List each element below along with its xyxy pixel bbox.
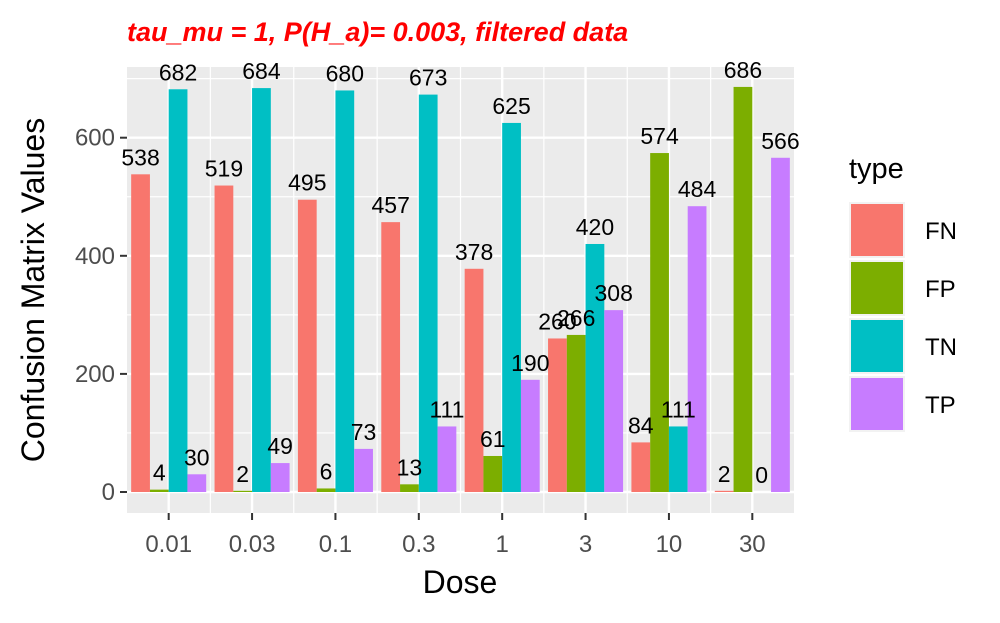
- bar-TP-0.03: [270, 463, 290, 492]
- legend-swatch-TN: [851, 320, 903, 372]
- legend-swatch-FN: [851, 204, 903, 256]
- data-label: 420: [576, 214, 614, 240]
- bar-FN-0.03: [214, 185, 234, 492]
- legend-label-TP: TP: [925, 392, 956, 419]
- legend-label-FP: FP: [925, 276, 956, 303]
- data-label: 519: [205, 156, 243, 182]
- data-label: 308: [595, 280, 633, 306]
- bar-FP-0.3: [400, 484, 419, 492]
- bar-FP-0.01: [149, 489, 169, 492]
- bar-TN-0.03: [252, 88, 271, 493]
- y-tick-label: 400: [75, 243, 115, 270]
- data-label: 4: [153, 460, 166, 486]
- legend-title: type: [849, 153, 904, 185]
- bar-FN-1: [464, 268, 484, 492]
- bar-TP-0.3: [437, 426, 457, 492]
- data-label: 30: [184, 444, 210, 470]
- x-tick-label: 3: [579, 531, 592, 558]
- data-label: 61: [480, 426, 506, 452]
- data-label: 2: [718, 461, 731, 487]
- data-label: 574: [640, 123, 679, 149]
- legend-swatch-TP: [851, 378, 903, 430]
- bar-TP-0.1: [354, 448, 373, 492]
- bar-FN-3: [548, 338, 567, 492]
- data-label: 682: [159, 59, 197, 85]
- bar-FP-0.03: [233, 490, 253, 492]
- data-labels: 538 519 495 457 378 260 84 2 4 2 6 13 61 266 574 686 682…: [121, 57, 799, 488]
- x-axis-title: Dose: [423, 564, 498, 600]
- legend-swatch-FP: [851, 262, 903, 314]
- data-label: 484: [678, 176, 717, 202]
- bar-TN-0.01: [168, 89, 188, 493]
- bar-TN-3: [585, 243, 605, 492]
- data-label: 49: [267, 433, 293, 459]
- data-label: 495: [288, 170, 326, 196]
- x-tick-label: 30: [739, 531, 766, 558]
- x-tick-label: 0.03: [229, 531, 276, 558]
- data-label: 378: [455, 239, 493, 265]
- bar-TP-10: [687, 206, 707, 492]
- bar-FN-0.1: [297, 199, 317, 492]
- bar-FP-10: [650, 153, 669, 493]
- y-tick-label: 600: [75, 125, 115, 152]
- data-label: 625: [492, 93, 530, 119]
- bars: [131, 86, 790, 493]
- data-label: 260: [538, 308, 576, 334]
- legend-label-FN: FN: [925, 218, 957, 245]
- legend: type FN FP TN TP: [849, 153, 957, 432]
- bar-FN-10: [631, 442, 651, 492]
- bar-TP-1: [520, 379, 540, 492]
- bar-TN-0.1: [335, 90, 355, 493]
- bar-TN-10: [668, 426, 688, 492]
- data-label: 686: [724, 57, 762, 83]
- bar-FP-1: [483, 455, 503, 492]
- bar-FP-3: [566, 334, 586, 492]
- x-tick-label: 1: [496, 531, 509, 558]
- data-label: 2: [236, 461, 249, 487]
- bar-FN-0.01: [131, 174, 150, 492]
- bar-FN-0.3: [381, 222, 401, 493]
- x-tick-label: 10: [656, 531, 683, 558]
- bar-TP-0.01: [187, 474, 207, 492]
- x-tick-label: 0.01: [145, 531, 192, 558]
- data-label: 266: [557, 305, 595, 331]
- data-label: 684: [242, 58, 281, 84]
- x-tick-label: 0.1: [319, 531, 352, 558]
- y-tick-label: 200: [75, 361, 115, 388]
- data-label: 190: [511, 350, 549, 376]
- bar-FP-30: [733, 86, 753, 493]
- data-label: 566: [761, 128, 799, 154]
- chart-title: tau_mu = 1, P(H_a)= 0.003, filtered data: [127, 17, 628, 47]
- bar-FP-0.1: [316, 488, 336, 492]
- bar-TN-1: [502, 122, 521, 492]
- data-label: 673: [409, 65, 447, 91]
- data-label: 680: [326, 60, 364, 86]
- data-label: 6: [320, 458, 333, 484]
- data-label: 457: [371, 192, 409, 218]
- data-label: 111: [661, 396, 696, 422]
- bar-TN-0.3: [418, 94, 438, 492]
- data-label: 111: [429, 396, 464, 422]
- data-label: 84: [628, 412, 654, 438]
- data-label: 538: [121, 144, 159, 170]
- bar-TP-3: [604, 310, 624, 492]
- bar-TP-30: [771, 157, 790, 493]
- x-tick-label: 0.3: [402, 531, 435, 558]
- data-label: 73: [351, 419, 377, 445]
- y-axis-title: Confusion Matrix Values: [15, 118, 51, 462]
- bar-FN-30: [714, 490, 734, 492]
- data-label: 0: [755, 462, 768, 488]
- data-label: 13: [397, 454, 423, 480]
- y-tick-label: 0: [102, 479, 115, 506]
- legend-label-TN: TN: [925, 334, 957, 361]
